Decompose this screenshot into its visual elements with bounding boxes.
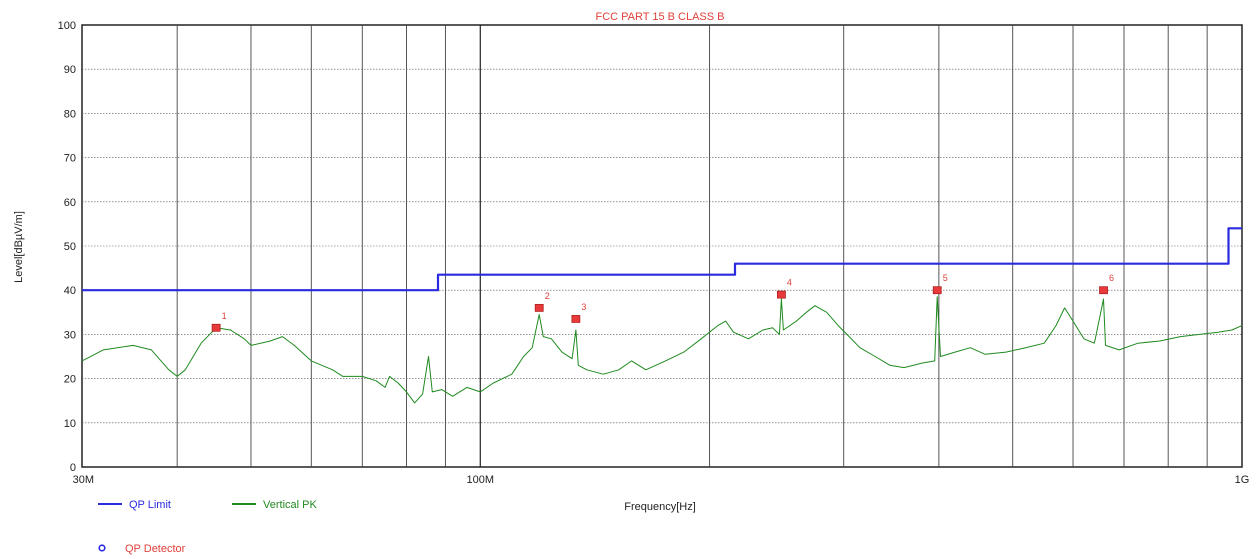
- x-tick-label: 100M: [467, 474, 495, 486]
- y-axis-title: Level[dBµV/m]: [13, 211, 25, 283]
- legend-label-0: QP Limit: [129, 499, 171, 511]
- y-tick-label: 10: [64, 418, 76, 430]
- axes-labels: 0 10 20 30 40 50 60 70 80 90 100 30M 100M 1G: [58, 20, 1250, 486]
- x-tick-label: 30M: [73, 474, 94, 486]
- y-tick-label: 90: [64, 64, 76, 76]
- vertical-pk-line: [81, 296, 1243, 404]
- grid: [82, 25, 1242, 467]
- qp-marker-3: [571, 315, 581, 323]
- x-tick-label: 1G: [1235, 474, 1250, 486]
- qp-marker-2: [534, 303, 544, 312]
- qp-marker-1: [211, 323, 221, 332]
- y-tick-label: 50: [64, 241, 76, 253]
- legend-swatch-2: [98, 544, 106, 552]
- legend-label-1: Vertical PK: [263, 499, 317, 511]
- y-tick-label: 40: [64, 285, 76, 297]
- qp-marker-label-3: 3: [581, 302, 586, 312]
- chart-title: FCC PART 15 B CLASS B: [596, 11, 725, 23]
- legend: QP Limit Vertical PK QP Detector: [98, 499, 317, 555]
- y-tick-label: 60: [64, 197, 76, 209]
- qp-marker-label-5: 5: [943, 273, 948, 283]
- y-tick-label: 80: [64, 108, 76, 120]
- markers: 1 2 3 4 5 6: [211, 273, 1114, 332]
- x-axis-title: Frequency[Hz]: [624, 501, 696, 513]
- y-tick-label: 30: [64, 329, 76, 341]
- qp-marker-label-1: 1: [222, 311, 227, 321]
- legend-label-2: QP Detector: [125, 543, 186, 555]
- qp-marker-4: [777, 290, 786, 299]
- qp-limit-line: [82, 227, 1242, 292]
- series-layer: [81, 227, 1243, 404]
- y-tick-label: 70: [64, 153, 76, 165]
- qp-marker-label-2: 2: [545, 291, 550, 301]
- y-tick-label: 100: [58, 20, 76, 32]
- qp-marker-5: [932, 286, 942, 295]
- qp-marker-label-4: 4: [787, 278, 792, 288]
- y-tick-label: 20: [64, 374, 76, 386]
- qp-marker-label-6: 6: [1109, 273, 1114, 283]
- y-tick-label: 0: [70, 462, 76, 474]
- qp-marker-6: [1099, 286, 1108, 295]
